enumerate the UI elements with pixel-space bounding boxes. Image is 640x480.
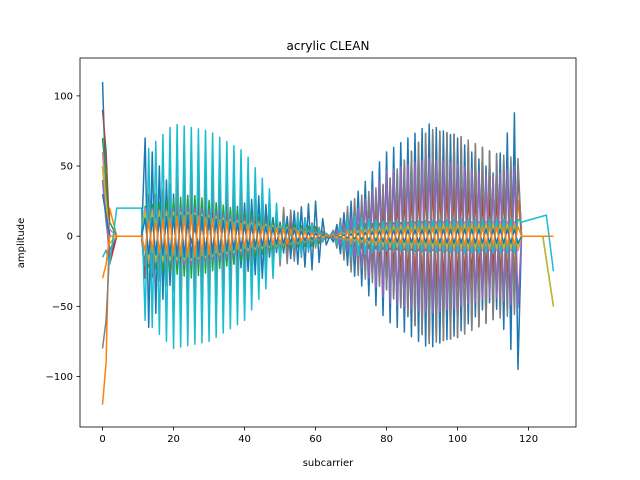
y-axis: −100 −50 0 50 100 — [46, 91, 80, 383]
y-tick-label: −50 — [52, 302, 73, 313]
x-tick-label: 100 — [448, 434, 467, 445]
x-axis-title: subcarrier — [303, 458, 354, 469]
y-axis-title: amplitude — [16, 218, 27, 269]
x-tick-label: 80 — [380, 434, 393, 445]
x-tick-label: 120 — [519, 434, 538, 445]
y-tick-label: 100 — [54, 91, 73, 102]
series-layer — [101, 81, 555, 405]
series-line — [101, 123, 555, 350]
plot-frame — [79, 57, 577, 428]
x-axis: 0 20 40 60 80 100 120 — [99, 427, 538, 445]
y-tick-label: 50 — [60, 162, 73, 173]
x-tick-label: 0 — [99, 434, 105, 445]
series-line — [101, 213, 554, 279]
y-tick-label: 0 — [67, 232, 73, 243]
y-tick-label: −100 — [46, 372, 73, 383]
x-tick-label: 40 — [238, 434, 251, 445]
x-tick-label: 60 — [309, 434, 322, 445]
chart-title: acrylic CLEAN — [287, 39, 370, 53]
x-tick-label: 20 — [167, 434, 180, 445]
